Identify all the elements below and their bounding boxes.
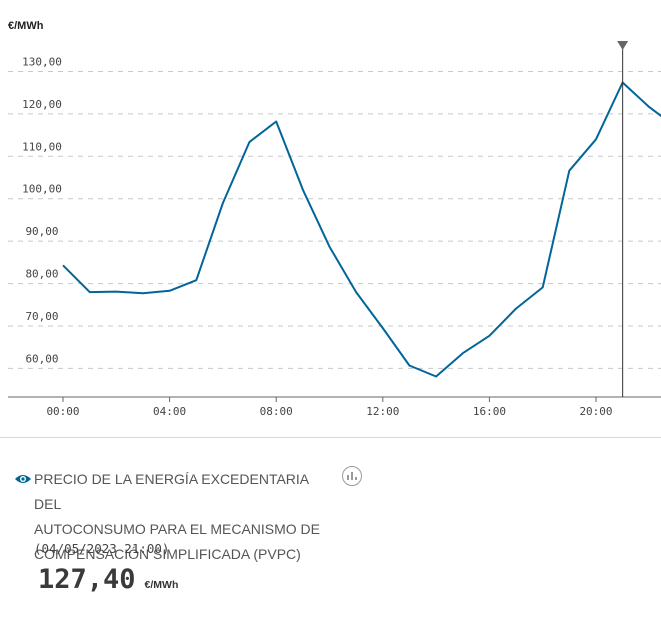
price-line — [62, 81, 661, 378]
series-title: PRECIO DE LA ENERGÍA EXCEDENTARIA DEL AU… — [34, 467, 334, 567]
grid-lines — [8, 70, 661, 369]
y-tick-label: 120,00 — [22, 98, 62, 111]
legend-panel: PRECIO DE LA ENERGÍA EXCEDENTARIA DEL AU… — [0, 437, 661, 620]
x-tick-label: 20:00 — [579, 405, 612, 418]
series-title-line: PRECIO DE LA ENERGÍA EXCEDENTARIA DEL — [34, 471, 309, 512]
price-chart: €/MWh 60,00 70,00 80,00 90,00 100,00 110,00 12… — [8, 20, 661, 418]
y-tick-label: 80,00 — [25, 268, 58, 281]
y-tick-label: 90,00 — [25, 225, 58, 238]
x-tick-label: 16:00 — [473, 405, 506, 418]
price-series[interactable] — [62, 81, 661, 378]
y-axis-unit: €/MWh — [8, 20, 44, 32]
x-axis-ticks — [62, 397, 597, 402]
selected-value-unit: €/MWh — [144, 579, 179, 591]
y-tick-label: 110,00 — [22, 140, 62, 153]
y-tick-label: 100,00 — [22, 183, 62, 196]
eye-icon[interactable] — [14, 473, 32, 485]
x-tick-label: 08:00 — [260, 405, 293, 418]
y-tick-label: 70,00 — [25, 310, 58, 323]
x-tick-labels: 00:00 04:00 08:00 12:00 16:00 20:00 — [46, 405, 612, 418]
marker-triangle[interactable] — [617, 41, 629, 50]
x-tick-label: 00:00 — [46, 405, 79, 418]
y-tick-label: 60,00 — [25, 352, 58, 365]
selected-datetime: (04/05/2023 21:00) — [34, 541, 170, 556]
x-tick-label: 04:00 — [153, 405, 186, 418]
selected-value: 127,40 — [38, 564, 136, 595]
series-title-line: COMPENSACIÓN SIMPLIFICADA (PVPC) — [34, 546, 301, 562]
series-title-line: AUTOCONSUMO PARA EL MECANISMO DE — [34, 521, 321, 537]
y-tick-label: 130,00 — [22, 55, 62, 68]
bar-chart-icon[interactable] — [342, 466, 362, 486]
selected-hour-marker[interactable] — [617, 41, 629, 397]
x-tick-label: 12:00 — [366, 405, 399, 418]
selected-value-row: 127,40 €/MWh — [38, 564, 178, 595]
y-tick-labels: 60,00 70,00 80,00 90,00 100,00 110,00 120,00 13… — [22, 55, 62, 365]
